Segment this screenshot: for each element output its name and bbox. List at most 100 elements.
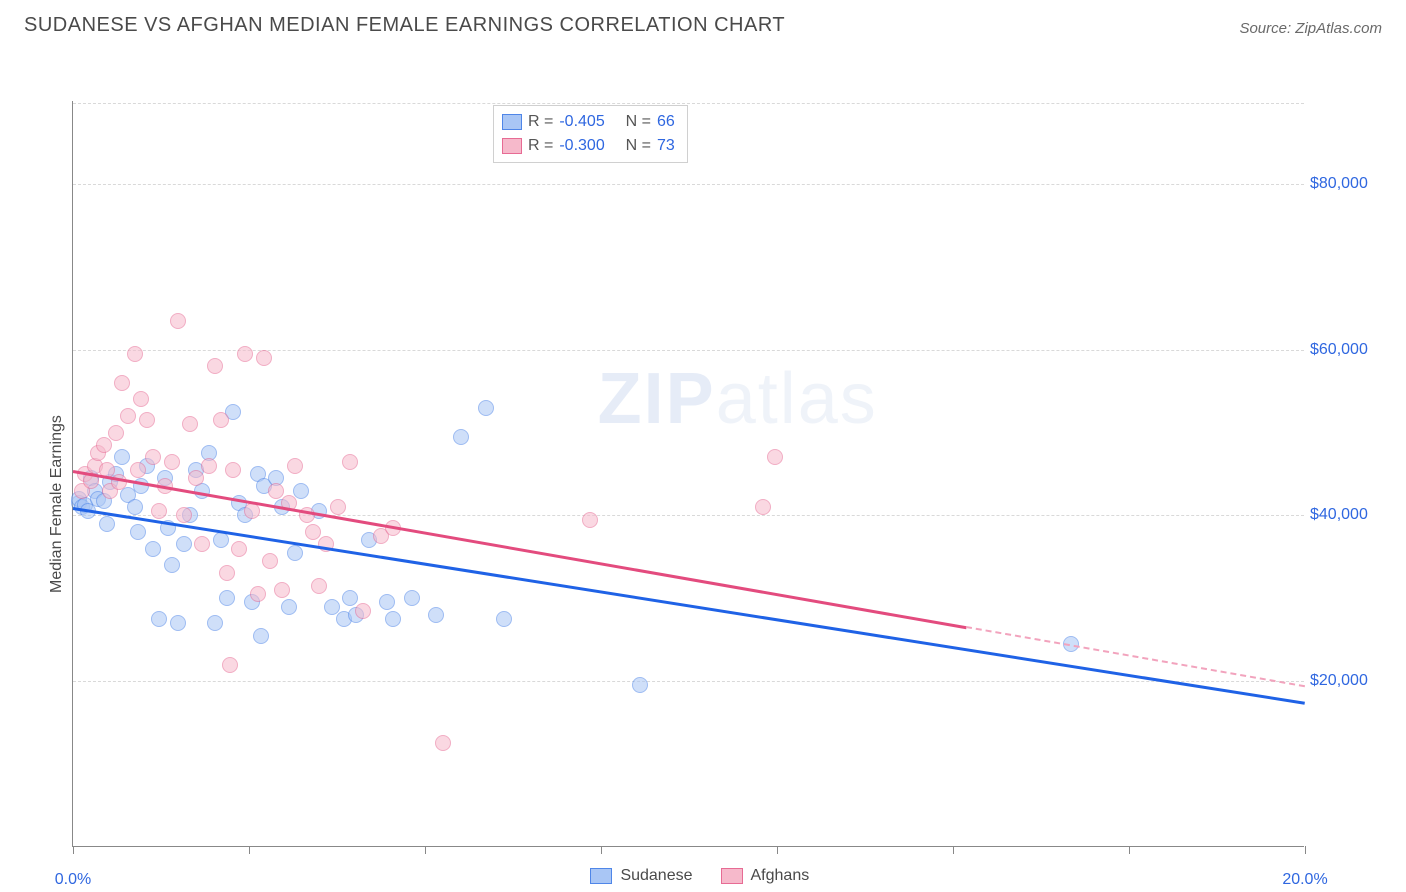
data-point <box>145 449 161 465</box>
chart-title: SUDANESE VS AFGHAN MEDIAN FEMALE EARNING… <box>24 14 785 37</box>
data-point <box>188 470 204 486</box>
r-value: -0.300 <box>559 134 604 158</box>
data-point <box>237 346 253 362</box>
x-tick <box>425 846 426 854</box>
data-point <box>99 516 115 532</box>
data-point <box>164 454 180 470</box>
data-point <box>287 458 303 474</box>
x-tick <box>953 846 954 854</box>
x-tick <box>1305 846 1306 854</box>
data-point <box>767 449 783 465</box>
data-point <box>311 578 327 594</box>
data-point <box>164 557 180 573</box>
correlation-legend: R = -0.405 N = 66R = -0.300 N = 73 <box>493 105 688 163</box>
x-tick-label: 20.0% <box>1282 871 1327 889</box>
series-legend: Sudanese Afghans <box>590 867 809 885</box>
data-point <box>219 590 235 606</box>
y-tick-label: $60,000 <box>1310 341 1390 359</box>
data-point <box>268 483 284 499</box>
data-point <box>151 503 167 519</box>
data-point <box>404 590 420 606</box>
n-value: 66 <box>657 110 675 134</box>
r-value: -0.405 <box>559 110 604 134</box>
data-point <box>478 400 494 416</box>
x-tick <box>601 846 602 854</box>
gridline <box>73 681 1304 682</box>
data-point <box>755 499 771 515</box>
data-point <box>170 313 186 329</box>
y-axis-label: Median Female Earnings <box>48 415 66 593</box>
series-swatch <box>590 868 612 884</box>
data-point <box>120 408 136 424</box>
data-point <box>250 586 266 602</box>
data-point <box>244 503 260 519</box>
data-point <box>207 358 223 374</box>
data-point <box>582 512 598 528</box>
legend-item: Afghans <box>721 867 810 885</box>
correlation-row: R = -0.405 N = 66 <box>502 110 675 134</box>
data-point <box>225 462 241 478</box>
data-point <box>253 628 269 644</box>
y-tick-label: $20,000 <box>1310 672 1390 690</box>
watermark-atlas: atlas <box>716 359 878 439</box>
legend-item: Sudanese <box>590 867 692 885</box>
r-label: R = <box>528 110 553 134</box>
data-point <box>385 611 401 627</box>
data-point <box>127 346 143 362</box>
r-label: R = <box>528 134 553 158</box>
data-point <box>213 532 229 548</box>
n-label: N = <box>626 134 651 158</box>
data-point <box>114 375 130 391</box>
legend-label: Afghans <box>751 867 810 885</box>
series-swatch <box>721 868 743 884</box>
x-tick <box>249 846 250 854</box>
data-point <box>207 615 223 631</box>
x-tick <box>73 846 74 854</box>
x-tick <box>1129 846 1130 854</box>
data-point <box>151 611 167 627</box>
data-point <box>133 391 149 407</box>
n-label: N = <box>626 110 651 134</box>
data-point <box>496 611 512 627</box>
y-tick-label: $40,000 <box>1310 506 1390 524</box>
data-point <box>342 454 358 470</box>
data-point <box>127 499 143 515</box>
data-point <box>145 541 161 557</box>
data-point <box>222 657 238 673</box>
gridline <box>73 184 1304 185</box>
watermark: ZIPatlas <box>598 358 878 440</box>
data-point <box>139 412 155 428</box>
data-point <box>293 483 309 499</box>
data-point <box>219 565 235 581</box>
y-tick-label: $80,000 <box>1310 175 1390 193</box>
correlation-row: R = -0.300 N = 73 <box>502 134 675 158</box>
data-point <box>130 524 146 540</box>
data-point <box>435 735 451 751</box>
data-point <box>170 615 186 631</box>
series-swatch <box>502 138 522 154</box>
data-point <box>428 607 444 623</box>
data-point <box>231 541 247 557</box>
series-swatch <box>502 114 522 130</box>
data-point <box>182 416 198 432</box>
plot-area: ZIPatlas $20,000$40,000$60,000$80,0000.0… <box>72 101 1304 847</box>
data-point <box>213 412 229 428</box>
watermark-zip: ZIP <box>598 359 716 439</box>
n-value: 73 <box>657 134 675 158</box>
data-point <box>96 437 112 453</box>
data-point <box>453 429 469 445</box>
gridline <box>73 350 1304 351</box>
data-point <box>379 594 395 610</box>
gridline <box>73 103 1304 104</box>
data-point <box>274 582 290 598</box>
data-point <box>342 590 358 606</box>
data-point <box>176 536 192 552</box>
data-point <box>114 449 130 465</box>
data-point <box>262 553 278 569</box>
data-point <box>632 677 648 693</box>
data-point <box>130 462 146 478</box>
data-point <box>256 350 272 366</box>
x-tick <box>777 846 778 854</box>
legend-label: Sudanese <box>620 867 692 885</box>
data-point <box>176 507 192 523</box>
